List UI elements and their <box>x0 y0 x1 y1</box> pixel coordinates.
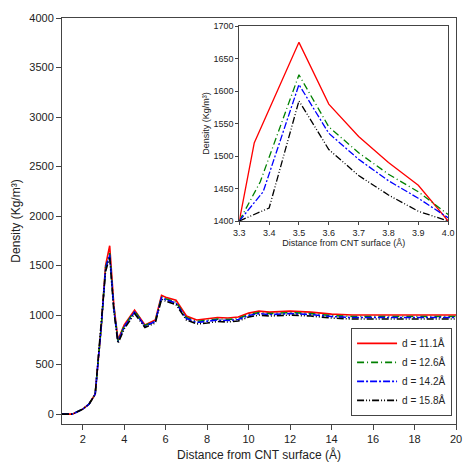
svg-text:d = 11.1Å: d = 11.1Å <box>402 337 445 349</box>
svg-text:4: 4 <box>121 433 127 445</box>
svg-text:1400: 1400 <box>213 216 233 226</box>
svg-text:3.6: 3.6 <box>323 228 336 238</box>
svg-text:10: 10 <box>243 433 255 445</box>
svg-text:1500: 1500 <box>213 151 233 161</box>
svg-text:3.8: 3.8 <box>382 228 395 238</box>
svg-text:1600: 1600 <box>213 86 233 96</box>
svg-text:18: 18 <box>408 433 420 445</box>
svg-text:1500: 1500 <box>29 259 53 271</box>
svg-text:3.5: 3.5 <box>293 228 306 238</box>
svg-text:12: 12 <box>284 433 296 445</box>
svg-text:0: 0 <box>48 408 54 420</box>
svg-text:1700: 1700 <box>213 21 233 31</box>
svg-text:Distance from CNT surface (Å): Distance from CNT surface (Å) <box>282 238 405 248</box>
svg-text:3.7: 3.7 <box>352 228 365 238</box>
svg-text:6: 6 <box>163 433 169 445</box>
svg-text:2: 2 <box>80 433 86 445</box>
svg-text:2000: 2000 <box>29 210 53 222</box>
svg-text:16: 16 <box>367 433 379 445</box>
svg-text:Density (Kg/m³): Density (Kg/m³) <box>9 179 23 262</box>
svg-text:1650: 1650 <box>213 54 233 64</box>
svg-text:4000: 4000 <box>29 12 53 24</box>
svg-text:4.0: 4.0 <box>442 228 455 238</box>
svg-text:3000: 3000 <box>29 111 53 123</box>
svg-text:3500: 3500 <box>29 61 53 73</box>
svg-text:1550: 1550 <box>213 119 233 129</box>
svg-text:d = 14.2Å: d = 14.2Å <box>402 375 445 387</box>
svg-text:2500: 2500 <box>29 160 53 172</box>
svg-text:20: 20 <box>450 433 462 445</box>
svg-text:1000: 1000 <box>29 309 53 321</box>
svg-text:14: 14 <box>325 433 337 445</box>
svg-text:d = 12.6Å: d = 12.6Å <box>402 356 445 368</box>
svg-text:3.4: 3.4 <box>263 228 276 238</box>
svg-text:500: 500 <box>35 358 53 370</box>
svg-text:Distance from CNT surface (Å): Distance from CNT surface (Å) <box>177 447 341 462</box>
svg-text:8: 8 <box>204 433 210 445</box>
svg-text:3.3: 3.3 <box>233 228 246 238</box>
svg-text:3.9: 3.9 <box>412 228 425 238</box>
svg-text:1450: 1450 <box>213 184 233 194</box>
svg-text:Density (Kg/m³): Density (Kg/m³) <box>201 92 211 155</box>
svg-text:d = 15.8Å: d = 15.8Å <box>402 394 445 406</box>
